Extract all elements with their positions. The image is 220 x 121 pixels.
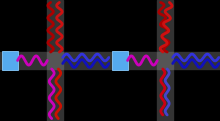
Bar xyxy=(2,51,18,70)
Bar xyxy=(47,60,63,121)
Bar xyxy=(55,52,110,69)
Bar xyxy=(165,52,220,69)
Bar xyxy=(157,0,173,60)
Bar xyxy=(0,52,55,69)
Bar xyxy=(47,0,63,60)
Bar xyxy=(157,52,173,69)
Bar xyxy=(157,60,173,121)
Bar xyxy=(47,52,63,69)
Bar xyxy=(110,52,165,69)
Bar xyxy=(112,51,128,70)
